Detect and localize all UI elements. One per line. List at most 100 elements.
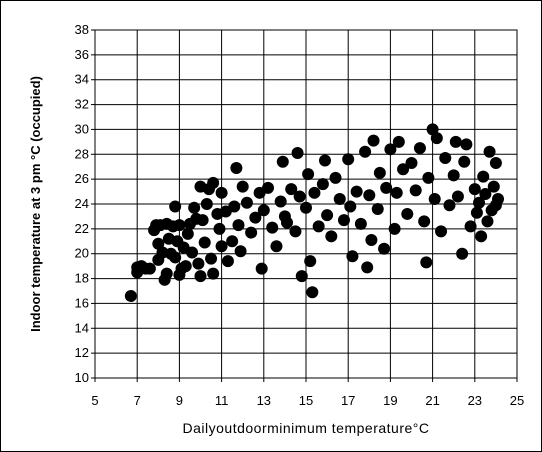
- scatter-point: [373, 166, 386, 179]
- x-tick-label: 13: [257, 393, 271, 408]
- x-tick-label: 5: [91, 393, 98, 408]
- scatter-point: [359, 145, 372, 158]
- y-tick-labels: 10 12 14 16 18 20 22 24 26 28 30 32 34 36 38: [75, 22, 89, 385]
- scatter-point: [312, 220, 325, 233]
- scatter-point: [361, 261, 374, 274]
- scatter-point: [160, 267, 173, 280]
- x-tick-label: 21: [425, 393, 439, 408]
- scatter-point: [215, 240, 228, 253]
- scatter-point: [169, 200, 182, 213]
- scatter-point: [270, 240, 283, 253]
- y-tick-label: 14: [75, 320, 89, 335]
- scatter-point: [194, 270, 207, 283]
- scatter-point: [302, 168, 315, 181]
- y-tick-label: 28: [75, 146, 89, 161]
- scatter-point: [489, 156, 502, 169]
- scatter-point: [439, 152, 452, 165]
- x-tick-label: 9: [176, 393, 183, 408]
- scatter-point: [186, 246, 199, 259]
- x-tick-label: 11: [215, 393, 229, 408]
- scatter-point: [475, 230, 488, 243]
- y-tick-label: 16: [75, 295, 89, 310]
- scatter-point: [329, 171, 342, 184]
- y-tick-label: 32: [75, 97, 89, 112]
- scatter-point: [143, 262, 156, 275]
- scatter-point: [316, 178, 329, 191]
- scatter-point: [350, 185, 363, 198]
- scatter-point: [207, 176, 220, 189]
- scatter-point: [367, 134, 380, 147]
- scatter-point: [221, 255, 234, 268]
- scatter-point: [169, 251, 182, 264]
- scatter-point: [481, 215, 494, 228]
- scatter-point: [213, 222, 226, 235]
- y-tick-label: 26: [75, 171, 89, 186]
- x-tick-label: 7: [134, 393, 141, 408]
- scatter-point: [325, 230, 338, 243]
- scatter-point: [492, 193, 505, 206]
- scatter-point: [232, 219, 245, 232]
- scatter-point: [464, 220, 477, 233]
- scatter-point: [460, 138, 473, 151]
- scatter-point: [308, 186, 321, 199]
- scatter-point: [276, 155, 289, 168]
- scatter-point: [262, 181, 275, 194]
- scatter-point: [420, 256, 433, 269]
- y-tick-label: 10: [75, 370, 89, 385]
- scatter-point: [458, 155, 471, 168]
- scatter-point: [266, 221, 279, 234]
- scatter-point: [456, 247, 469, 260]
- scatter-point: [192, 257, 205, 270]
- scatter-point: [354, 217, 367, 230]
- y-tick-label: 30: [75, 121, 89, 136]
- scatter-point: [228, 200, 241, 213]
- scatter-point: [285, 183, 298, 196]
- scatter-point: [207, 267, 220, 280]
- y-tick-label: 20: [75, 246, 89, 261]
- scatter-point: [293, 190, 306, 203]
- x-axis-label: Dailyoutdoorminimum temperature°C: [183, 420, 430, 436]
- scatter-point: [295, 270, 308, 283]
- x-tick-label: 25: [510, 393, 524, 408]
- scatter-point: [300, 201, 312, 214]
- scatter-point: [435, 225, 448, 238]
- scatter-point: [487, 180, 500, 193]
- x-tick-label: 15: [299, 393, 313, 408]
- scatter-point: [365, 234, 378, 247]
- scatter-point: [418, 215, 431, 228]
- scatter-point: [363, 189, 376, 202]
- scatter-point: [274, 195, 287, 208]
- y-tick-label: 38: [75, 22, 89, 37]
- scatter-point: [443, 199, 456, 212]
- scatter-point: [401, 207, 414, 220]
- y-tick-label: 22: [75, 221, 89, 236]
- scatter-point: [384, 143, 397, 156]
- scatter-point: [409, 184, 422, 197]
- scatter-point: [479, 188, 492, 201]
- scatter-point: [451, 190, 464, 203]
- x-tick-labels: 5 7 9 11 13 15 17 19 21 23 25: [91, 393, 524, 408]
- scatter-point: [430, 132, 443, 145]
- scatter-point: [344, 200, 357, 213]
- scatter-point: [477, 170, 490, 183]
- x-tick-label: 19: [383, 393, 397, 408]
- scatter-point: [413, 142, 426, 155]
- y-tick-label: 18: [75, 271, 89, 286]
- scatter-point: [249, 211, 262, 224]
- scatter-point: [397, 163, 410, 176]
- scatter-point: [388, 222, 401, 235]
- scatter-point: [240, 196, 253, 209]
- scatter-point: [449, 135, 462, 148]
- scatter-point: [405, 156, 418, 169]
- scatter-point: [173, 219, 186, 232]
- scatter-point: [205, 252, 218, 265]
- scatter-point: [200, 198, 213, 210]
- x-tick-label: 23: [468, 393, 482, 408]
- scatter-point: [306, 286, 319, 299]
- y-tick-label: 24: [75, 196, 89, 211]
- scatter-point: [281, 216, 294, 229]
- scatter-point: [291, 147, 304, 160]
- y-tick-label: 34: [75, 72, 89, 87]
- scatter-point: [179, 260, 192, 273]
- scatter-point: [468, 183, 481, 196]
